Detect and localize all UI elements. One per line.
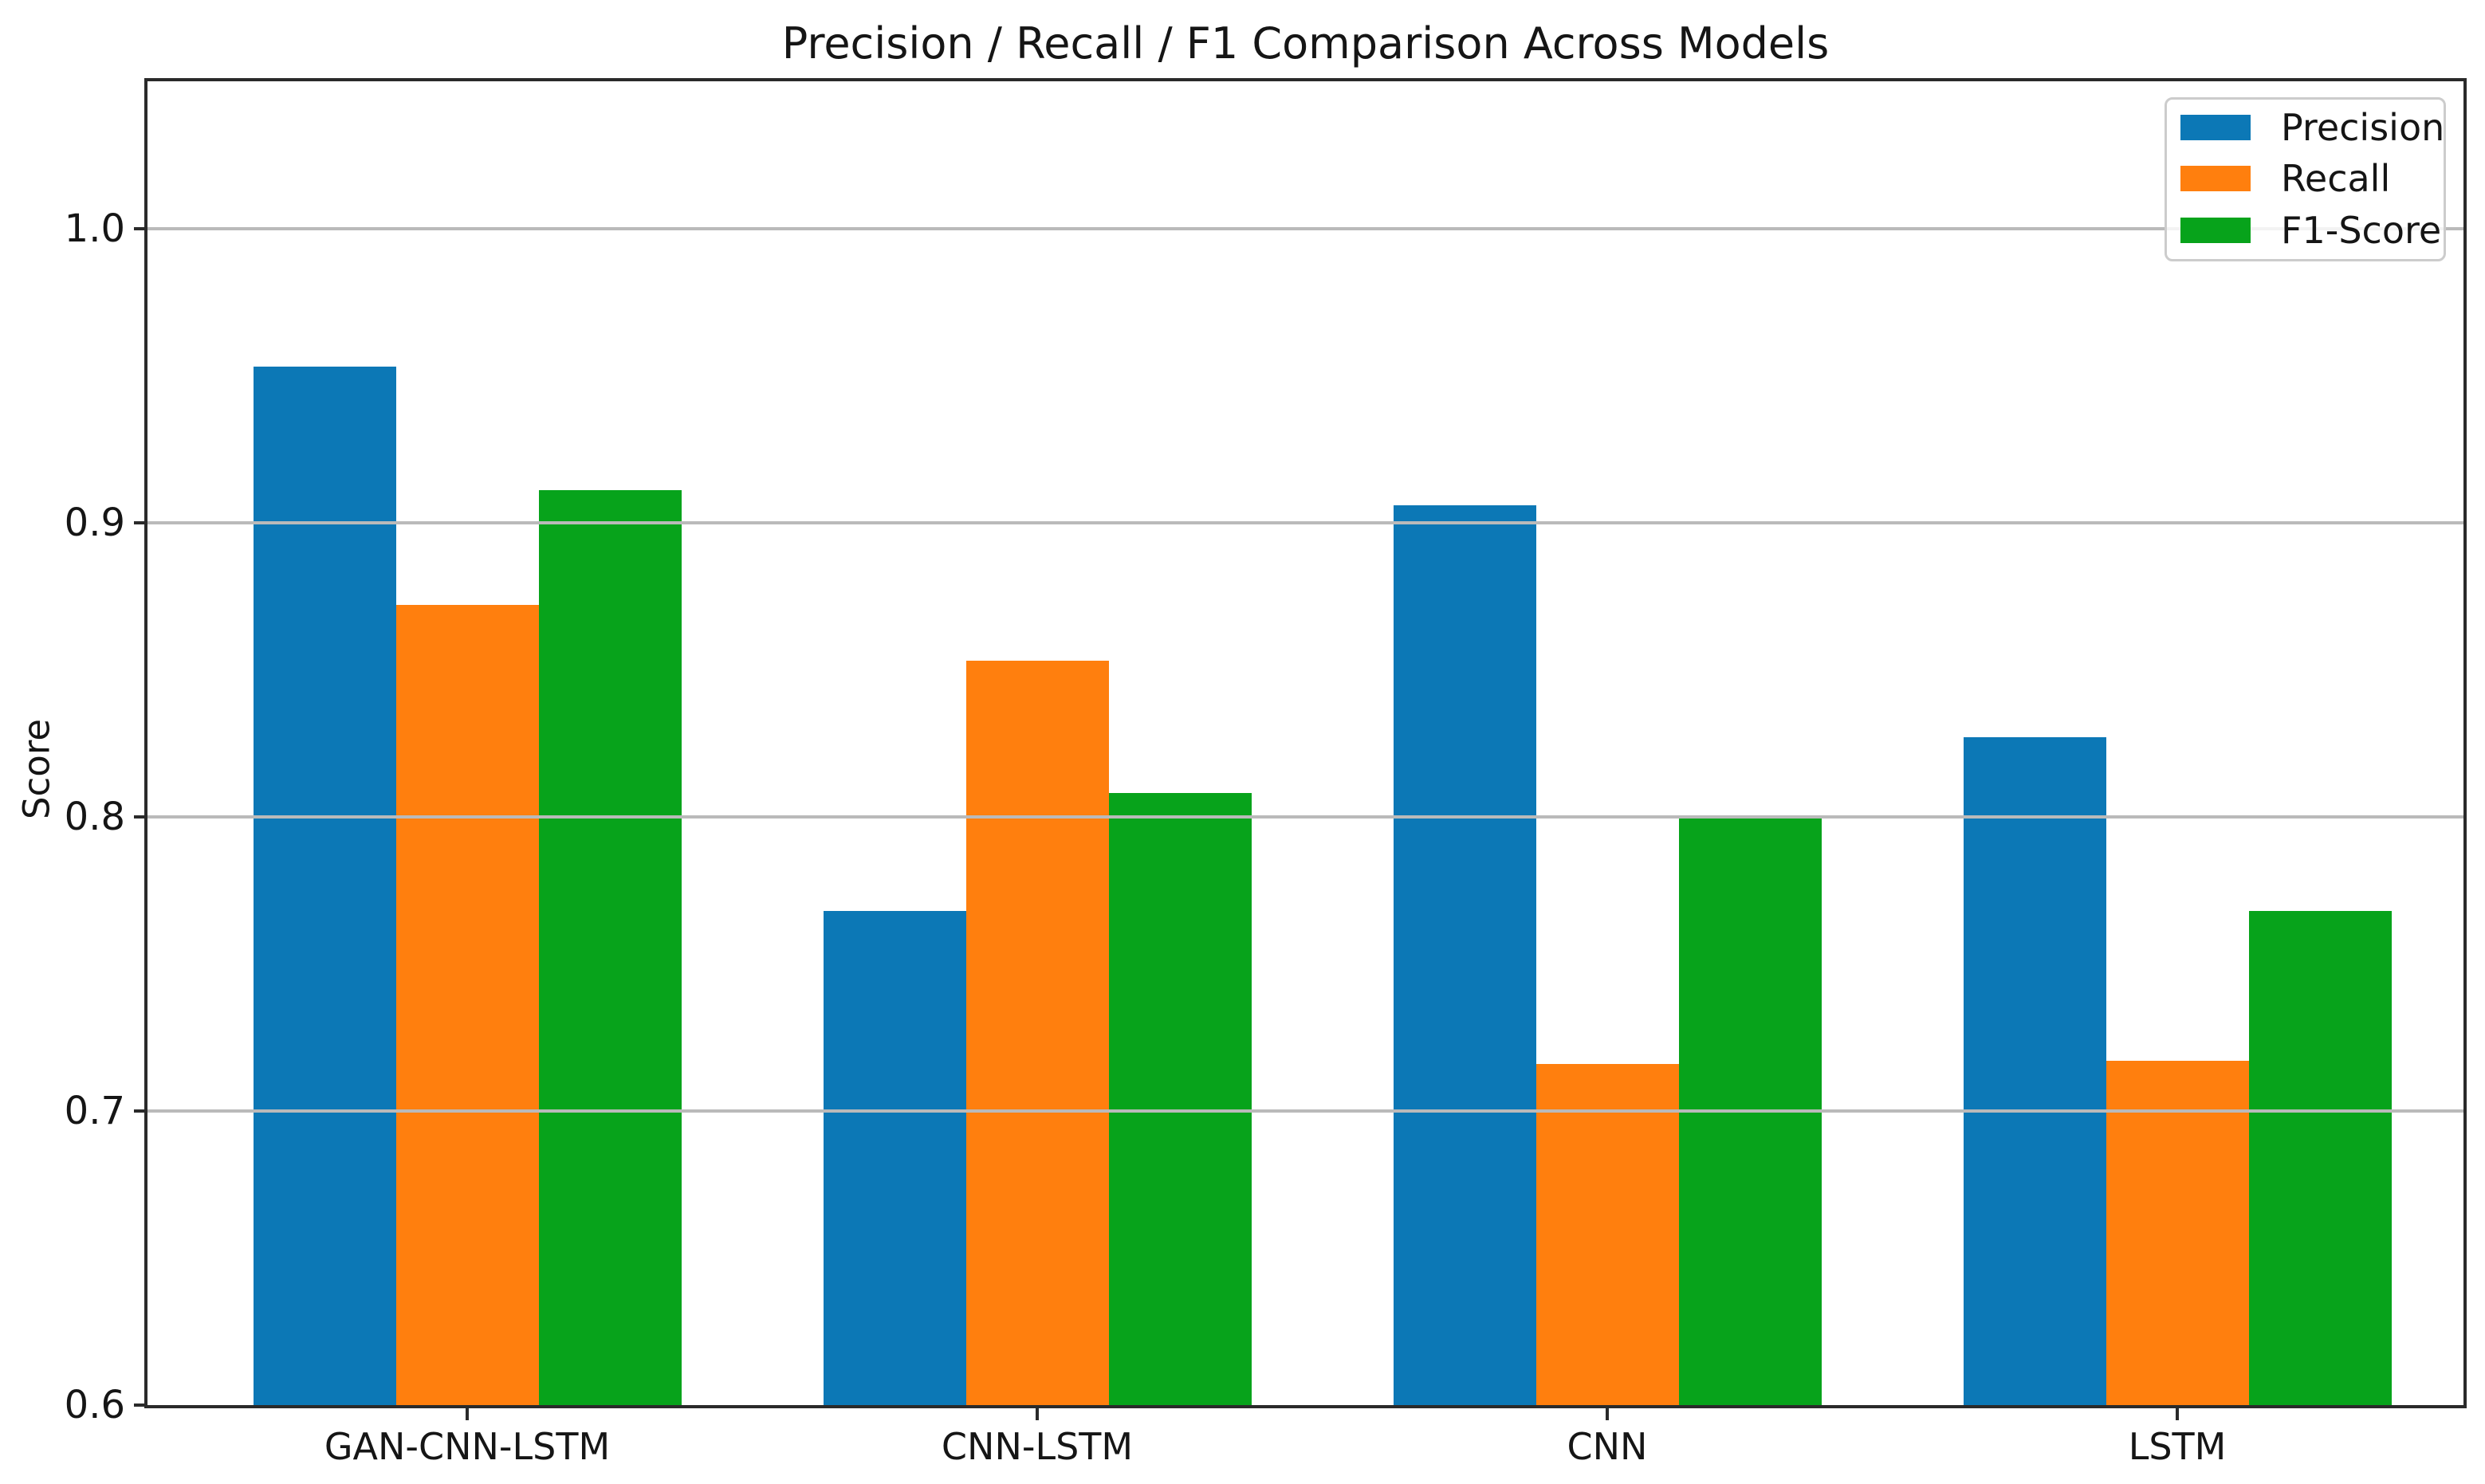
ytick-label-0.6: 0.6 [64, 1383, 125, 1427]
bar-recall-lstm [2106, 1061, 2249, 1405]
bar-precision-lstm [1963, 737, 2106, 1405]
bar-precision-cnn [1393, 504, 1536, 1405]
bars-layer [147, 81, 2463, 1405]
gridline-1.0 [147, 226, 2463, 230]
ytick-label-0.7: 0.7 [64, 1088, 125, 1133]
bar-recall-cnn-lstm [965, 661, 1109, 1405]
legend-item-f1-score: F1-Score [2167, 205, 2444, 256]
legend-swatch-f1-score [2180, 217, 2251, 243]
legend: Precision Recall F1-Score [2165, 97, 2446, 261]
legend-item-precision: Precision [2167, 102, 2444, 153]
legend-swatch-precision [2180, 115, 2251, 140]
gridline-0.8 [147, 815, 2463, 819]
xtick-mark-cnn-lstm [1036, 1408, 1039, 1420]
ytick-label-0.9: 0.9 [64, 500, 125, 545]
gridline-0.7 [147, 1109, 2463, 1113]
xtick-label-gan-cnn-lstm: GAN-CNN-LSTM [324, 1425, 611, 1468]
gridline-0.9 [147, 520, 2463, 524]
legend-label-precision: Precision [2281, 106, 2445, 149]
xtick-label-lstm: LSTM [2128, 1425, 2227, 1468]
bar-precision-gan-cnn-lstm [253, 367, 396, 1405]
bar-recall-gan-cnn-lstm [395, 605, 539, 1405]
bar-recall-cnn [1535, 1063, 1679, 1405]
ytick-mark-0.7 [134, 1109, 144, 1113]
xtick-mark-lstm [2176, 1408, 2179, 1420]
xtick-mark-cnn [1606, 1408, 1609, 1420]
ytick-label-0.8: 0.8 [64, 794, 125, 839]
xtick-label-cnn-lstm: CNN-LSTM [941, 1425, 1134, 1468]
gridlines-layer [147, 81, 2463, 1405]
bar-f1-score-gan-cnn-lstm [538, 490, 682, 1405]
legend-label-f1-score: F1-Score [2281, 208, 2442, 252]
plot-area: Precision Recall F1-Score [144, 78, 2467, 1408]
bar-f1-score-lstm [2248, 910, 2392, 1405]
legend-item-recall: Recall [2167, 153, 2444, 204]
ytick-mark-0.9 [134, 520, 144, 524]
xtick-label-cnn: CNN [1567, 1425, 1648, 1468]
bar-f1-score-cnn-lstm [1108, 793, 1252, 1405]
ytick-mark-0.8 [134, 815, 144, 819]
chart-title: Precision / Recall / F1 Comparison Acros… [781, 18, 1830, 69]
ytick-label-1.0: 1.0 [64, 206, 125, 251]
xtick-mark-gan-cnn-lstm [466, 1408, 469, 1420]
ytick-mark-0.6 [134, 1404, 144, 1407]
legend-swatch-recall [2180, 166, 2251, 192]
legend-label-recall: Recall [2281, 157, 2391, 201]
ytick-mark-1.0 [134, 226, 144, 230]
bar-precision-cnn-lstm [823, 910, 966, 1405]
